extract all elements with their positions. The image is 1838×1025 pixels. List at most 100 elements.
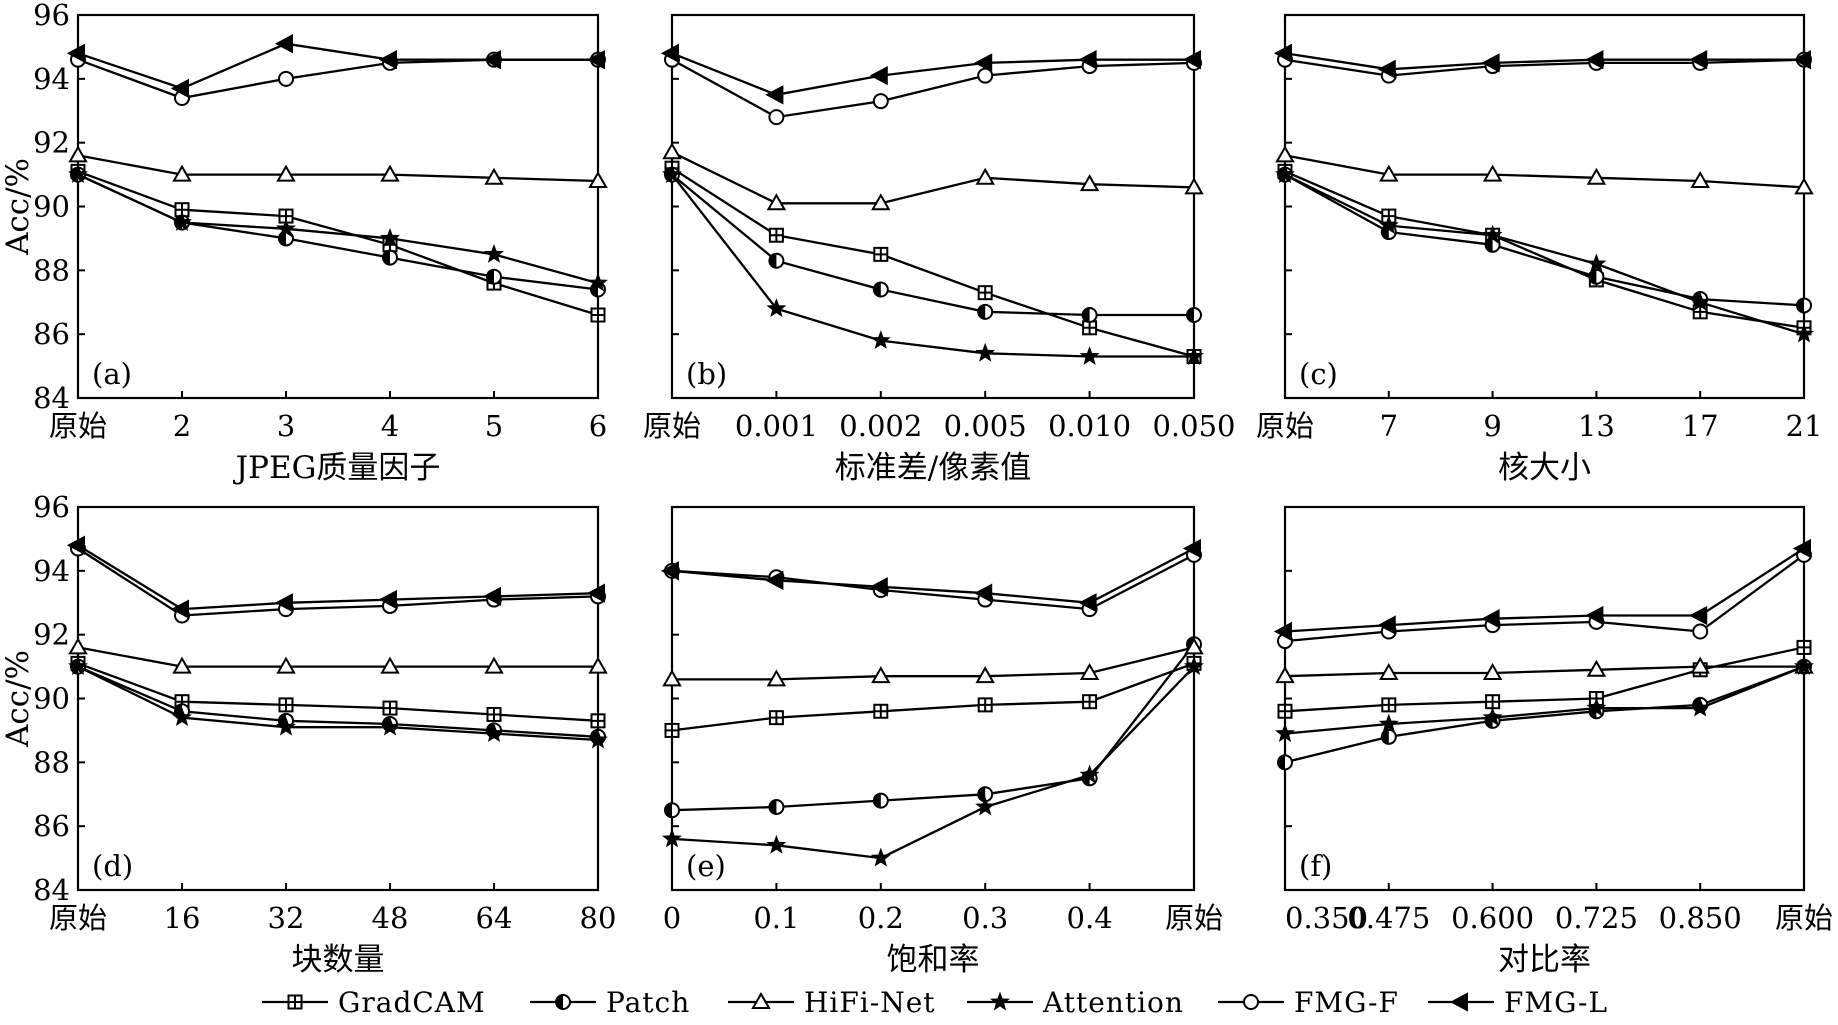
x-tick-label: 4	[381, 409, 399, 443]
data-point-marker	[1184, 656, 1204, 676]
data-point-marker	[1377, 59, 1396, 79]
data-point-marker	[1588, 268, 1605, 285]
legend-label: Patch	[606, 986, 690, 1019]
series-line	[77, 173, 599, 285]
series-line	[77, 170, 599, 317]
series-line	[1284, 665, 1804, 678]
data-point-marker	[486, 706, 502, 722]
panel-d: 84 86 88 90 92 94 96 Acc/% 原始 16 32 48 64 80 块数量 (d)	[0, 490, 616, 978]
panel-c: 原始 7 9 13 17 21 核大小 (c)	[1256, 13, 1822, 486]
y-tick-label: 92	[33, 618, 70, 652]
data-point-marker	[276, 716, 296, 736]
data-point-marker	[274, 593, 293, 613]
series-fmg-l	[1273, 538, 1811, 642]
data-point-marker	[975, 796, 996, 816]
data-point-marker	[1079, 346, 1100, 365]
series-fmg-l	[660, 538, 1201, 613]
x-tick-label: 0.350	[1285, 901, 1368, 935]
data-point-marker	[1796, 297, 1812, 314]
data-point-marker	[871, 666, 891, 684]
data-point-marker	[1792, 50, 1811, 70]
data-point-marker	[768, 710, 784, 726]
x-tick-label: 原始	[1775, 901, 1833, 935]
data-point-marker	[66, 43, 85, 63]
x-tick-label: 0.2	[858, 901, 904, 935]
series-patch	[664, 166, 1202, 324]
series-hifi-net	[662, 637, 1204, 687]
data-point-marker	[172, 164, 192, 182]
data-point-marker	[380, 164, 400, 182]
data-point-marker	[588, 272, 608, 292]
data-point-marker	[1379, 164, 1399, 182]
data-point-marker	[276, 164, 296, 182]
legend-item-fmg-f: FMG-F	[1218, 986, 1398, 1019]
series-fmg-f	[1277, 51, 1812, 84]
series-line	[1284, 173, 1805, 307]
panel-label: (e)	[686, 849, 726, 883]
series-attention	[68, 656, 608, 749]
panel-b: 原始 0.001 0.002 0.005 0.010 0.050 标准差/像素值 (b)	[643, 13, 1236, 486]
data-point-marker	[1079, 662, 1100, 680]
x-tick-label: 7	[1380, 409, 1398, 443]
data-point-marker	[588, 729, 608, 749]
data-point-marker	[1182, 538, 1201, 559]
data-point-marker	[768, 252, 785, 269]
data-point-marker	[975, 167, 995, 185]
data-point-marker	[1184, 177, 1204, 195]
data-point-marker	[660, 561, 679, 581]
legend-marker-marker	[1243, 994, 1259, 1010]
data-point-marker	[590, 307, 606, 323]
data-point-marker	[765, 570, 784, 591]
series-patch	[1277, 658, 1812, 771]
data-point-marker	[977, 303, 994, 320]
data-point-marker	[869, 577, 888, 597]
x-tick-label: 32	[268, 901, 305, 935]
data-point-marker	[1692, 623, 1709, 640]
data-point-marker	[1585, 605, 1604, 626]
y-tick-label: 96	[33, 0, 70, 32]
data-point-marker	[872, 93, 889, 110]
data-point-marker	[380, 656, 400, 674]
data-point-marker	[68, 164, 88, 184]
data-point-marker	[1184, 637, 1204, 655]
data-point-marker	[1277, 703, 1293, 719]
data-point-marker	[276, 656, 296, 674]
data-point-marker	[1690, 170, 1710, 188]
series-line	[1284, 553, 1805, 643]
series-line	[671, 662, 1195, 732]
data-point-marker	[664, 802, 680, 819]
data-point-marker	[1078, 593, 1097, 613]
data-point-marker	[662, 669, 682, 687]
x-tick-label: 原始	[1256, 409, 1314, 443]
data-point-marker	[276, 218, 296, 238]
series-gradcam	[1277, 639, 1812, 719]
data-point-marker	[662, 142, 682, 160]
data-point-marker	[588, 170, 608, 188]
series-hifi-net	[662, 142, 1204, 211]
data-point-marker	[66, 535, 85, 555]
y-tick-label: 92	[33, 126, 70, 160]
series-fmg-f	[664, 51, 1202, 126]
plot-frame	[670, 13, 1196, 400]
data-point-marker	[68, 656, 88, 676]
series-attention	[1275, 656, 1814, 743]
data-point-marker	[278, 70, 294, 87]
data-point-marker	[482, 50, 501, 70]
legend-item-patch: Patch	[530, 986, 690, 1019]
x-tick-label: 3	[277, 409, 295, 443]
series-patch	[1277, 166, 1812, 314]
series-fmg-f	[70, 540, 606, 624]
legend-marker-marker	[1449, 992, 1468, 1012]
data-point-marker	[586, 50, 605, 70]
series-fmg-f	[1277, 546, 1812, 650]
data-point-marker	[1586, 697, 1607, 717]
series-line	[77, 544, 599, 611]
data-point-marker	[378, 50, 397, 70]
data-point-marker	[172, 656, 192, 674]
y-tick-label: 94	[33, 554, 70, 588]
data-point-marker	[1081, 307, 1098, 324]
data-point-marker	[1273, 43, 1292, 63]
data-point-marker	[870, 330, 891, 349]
x-axis-label: 块数量	[292, 942, 385, 978]
